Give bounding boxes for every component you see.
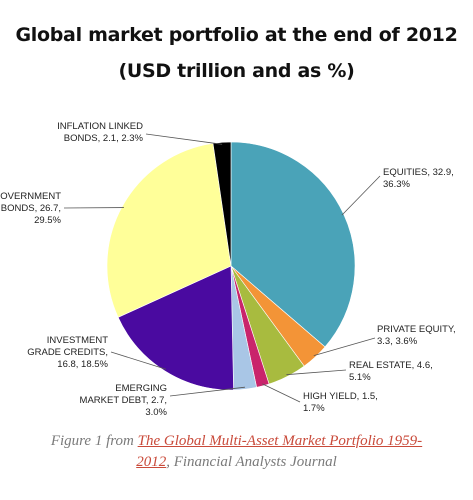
slice-label-line: INVESTMENT: [47, 335, 108, 346]
figure-caption: Figure 1 from The Global Multi-Asset Mar…: [0, 431, 473, 473]
caption-link[interactable]: The Global Multi-Asset Market Portfolio …: [136, 433, 422, 470]
slice-label-high-yield: HIGH YIELD, 1.5, 1.7%: [303, 391, 378, 414]
slice-label-line: HIGH YIELD, 1.5,: [303, 391, 378, 402]
pie-chart: EQUITIES, 32.9, 36.3% PRIVATE EQUITY, 3.3, …: [0, 121, 456, 418]
slice-label-line: GRADE CREDITS,: [27, 347, 108, 358]
leader-line: [286, 369, 347, 376]
slice-label-line: 3.0%: [145, 407, 167, 418]
slice-label-equities: EQUITIES, 32.9, 36.3%: [383, 167, 454, 190]
slice-labels: EQUITIES, 32.9, 36.3% PRIVATE EQUITY, 3.3, …: [0, 121, 456, 418]
slice-label-emerging-market-debt: EMERGING MARKET DEBT, 2.7, 3.0%: [80, 383, 168, 418]
slice-label-line: BONDS, 26.7,: [1, 203, 61, 214]
slice-label-investment-grade-credits: INVESTMENT GRADE CREDITS, 16.8, 18.5%: [27, 335, 108, 370]
slice-label-real-estate: REAL ESTATE, 4.6, 5.1%: [349, 360, 433, 383]
slice-label-line: PRIVATE EQUITY,: [377, 324, 456, 335]
leader-line: [262, 383, 301, 403]
slice-label-government-bonds: GOVERNMENTBONDS, 26.7,29.5%: [0, 191, 62, 226]
slice-label-line: 29.5%: [34, 215, 61, 226]
slice-label-line: BONDS, 2.1, 2.3%: [64, 133, 144, 144]
slice-label-line: EMERGING: [115, 383, 167, 394]
slice-label-inflation-linked-bonds: INFLATION LINKED BONDS, 2.1, 2.3%: [57, 121, 143, 144]
slice-label-line: 16.8, 18.5%: [57, 359, 108, 370]
slice-label-line: 5.1%: [349, 372, 371, 383]
caption-prefix: Figure 1 from: [50, 433, 138, 449]
pie-slices: [106, 141, 356, 391]
slice-label-line: REAL ESTATE, 4.6,: [349, 360, 433, 371]
slice-label-line: GOVERNMENT: [0, 191, 61, 202]
leader-line: [110, 351, 167, 370]
slice-label-line: 3.3, 3.6%: [377, 336, 418, 347]
leader-line: [169, 386, 245, 397]
chart-title-line-2: (USD trillion and as %): [118, 60, 355, 82]
slice-label-line: INFLATION LINKED: [57, 121, 143, 132]
caption-link-part1: The Global Multi-Asset Market Portfolio …: [137, 433, 423, 449]
pie-slice-government-bonds: [106, 142, 232, 318]
slice-label-line: MARKET DEBT, 2.7,: [80, 395, 167, 406]
pie-slice-equities: [230, 141, 356, 348]
slice-label-line: 1.7%: [303, 403, 325, 414]
caption-link-part2: 2012: [136, 454, 167, 470]
slice-label-line: 36.3%: [383, 179, 410, 190]
leader-lines: [63, 133, 381, 403]
slice-label-private-equity: PRIVATE EQUITY, 3.3, 3.6%: [377, 324, 456, 347]
leader-line: [341, 175, 381, 216]
chart-title-line-1: Global market portfolio at the end of 20…: [15, 24, 458, 46]
leader-line: [313, 337, 376, 357]
slice-label-line: EQUITIES, 32.9,: [383, 167, 454, 178]
caption-suffix: , Financial Analysts Journal: [166, 454, 337, 470]
leader-line: [145, 133, 223, 145]
